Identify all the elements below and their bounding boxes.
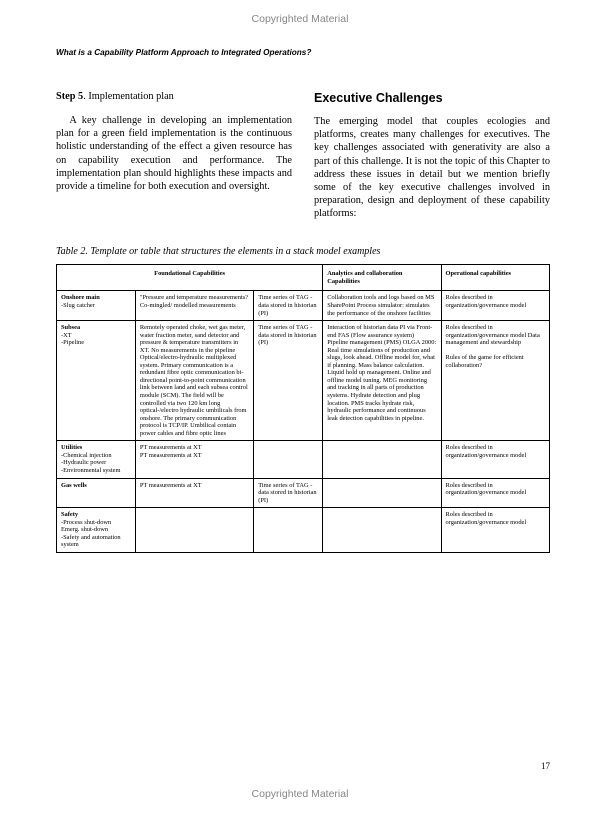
header-foundational: Foundational Capabilities [57,265,323,291]
table-cell: Roles described in organization/governan… [441,291,549,321]
table-cell: Roles described in organization/governan… [441,508,549,553]
table-cell: Time series of TAG -data stored in histo… [254,478,323,508]
row-label-cell: Safety-Process shut-downEmerg. shut-down… [57,508,136,553]
table-cell: PT measurements at XT PT measurements at… [135,441,253,478]
row-label-cell: Subsea-XT-Pipeline [57,321,136,441]
left-column: Step 5. Implementation plan A key challe… [56,91,292,220]
table-header-row: Foundational Capabilities Analytics and … [57,265,550,291]
page-number: 17 [541,761,550,771]
left-paragraph: A key challenge in developing an impleme… [56,114,292,193]
table-cell: Collaboration tools and logs based on MS… [323,291,441,321]
table-cell: Remotely operated choke, wet gas meter, … [135,321,253,441]
table-cell: Roles described in organization/governan… [441,441,549,478]
table-row: Subsea-XT-PipelineRemotely operated chok… [57,321,550,441]
page-body: What is a Capability Platform Approach t… [56,48,550,763]
step-number: Step 5 [56,91,83,102]
row-label-cell: Gas wells [57,478,136,508]
table-cell [254,441,323,478]
step-title: . Implementation plan [83,91,174,102]
table-cell: "Pressure and temperature measurements? … [135,291,253,321]
table-cell [254,508,323,553]
section-heading: Executive Challenges [314,91,550,105]
table-cell [323,508,441,553]
capabilities-table: Foundational Capabilities Analytics and … [56,264,550,553]
table-cell [323,441,441,478]
watermark-top: Copyrighted Material [0,13,600,25]
table-row: Gas wellsPT measurements at XTTime serie… [57,478,550,508]
table-cell: Roles described in organization/governan… [441,321,549,441]
two-column-text: Step 5. Implementation plan A key challe… [56,91,550,220]
table-caption: Table 2. Template or table that structur… [56,246,550,257]
step-heading: Step 5. Implementation plan [56,91,292,102]
table-cell [323,478,441,508]
header-operational: Operational capabilities [441,265,549,291]
table-cell: PT measurements at XT [135,478,253,508]
row-label-cell: Onshore main-Slug catcher [57,291,136,321]
watermark-bottom: Copyrighted Material [0,788,600,800]
row-label-cell: Utilities-Chemical injection-Hydraulic p… [57,441,136,478]
table-row: Onshore main-Slug catcher"Pressure and t… [57,291,550,321]
table-row: Utilities-Chemical injection-Hydraulic p… [57,441,550,478]
table-cell: Time series of TAG -data stored in histo… [254,291,323,321]
running-header: What is a Capability Platform Approach t… [56,48,550,57]
table-cell: Time series of TAG -data stored in histo… [254,321,323,441]
table-cell: Interaction of historian data PI via Fro… [323,321,441,441]
table-row: Safety-Process shut-downEmerg. shut-down… [57,508,550,553]
right-paragraph: The emerging model that couples ecologie… [314,115,550,220]
header-analytics: Analytics and collaboration Capabilities [323,265,441,291]
table-cell: Roles described in organization/governan… [441,478,549,508]
right-column: Executive Challenges The emerging model … [314,91,550,220]
table-cell [135,508,253,553]
